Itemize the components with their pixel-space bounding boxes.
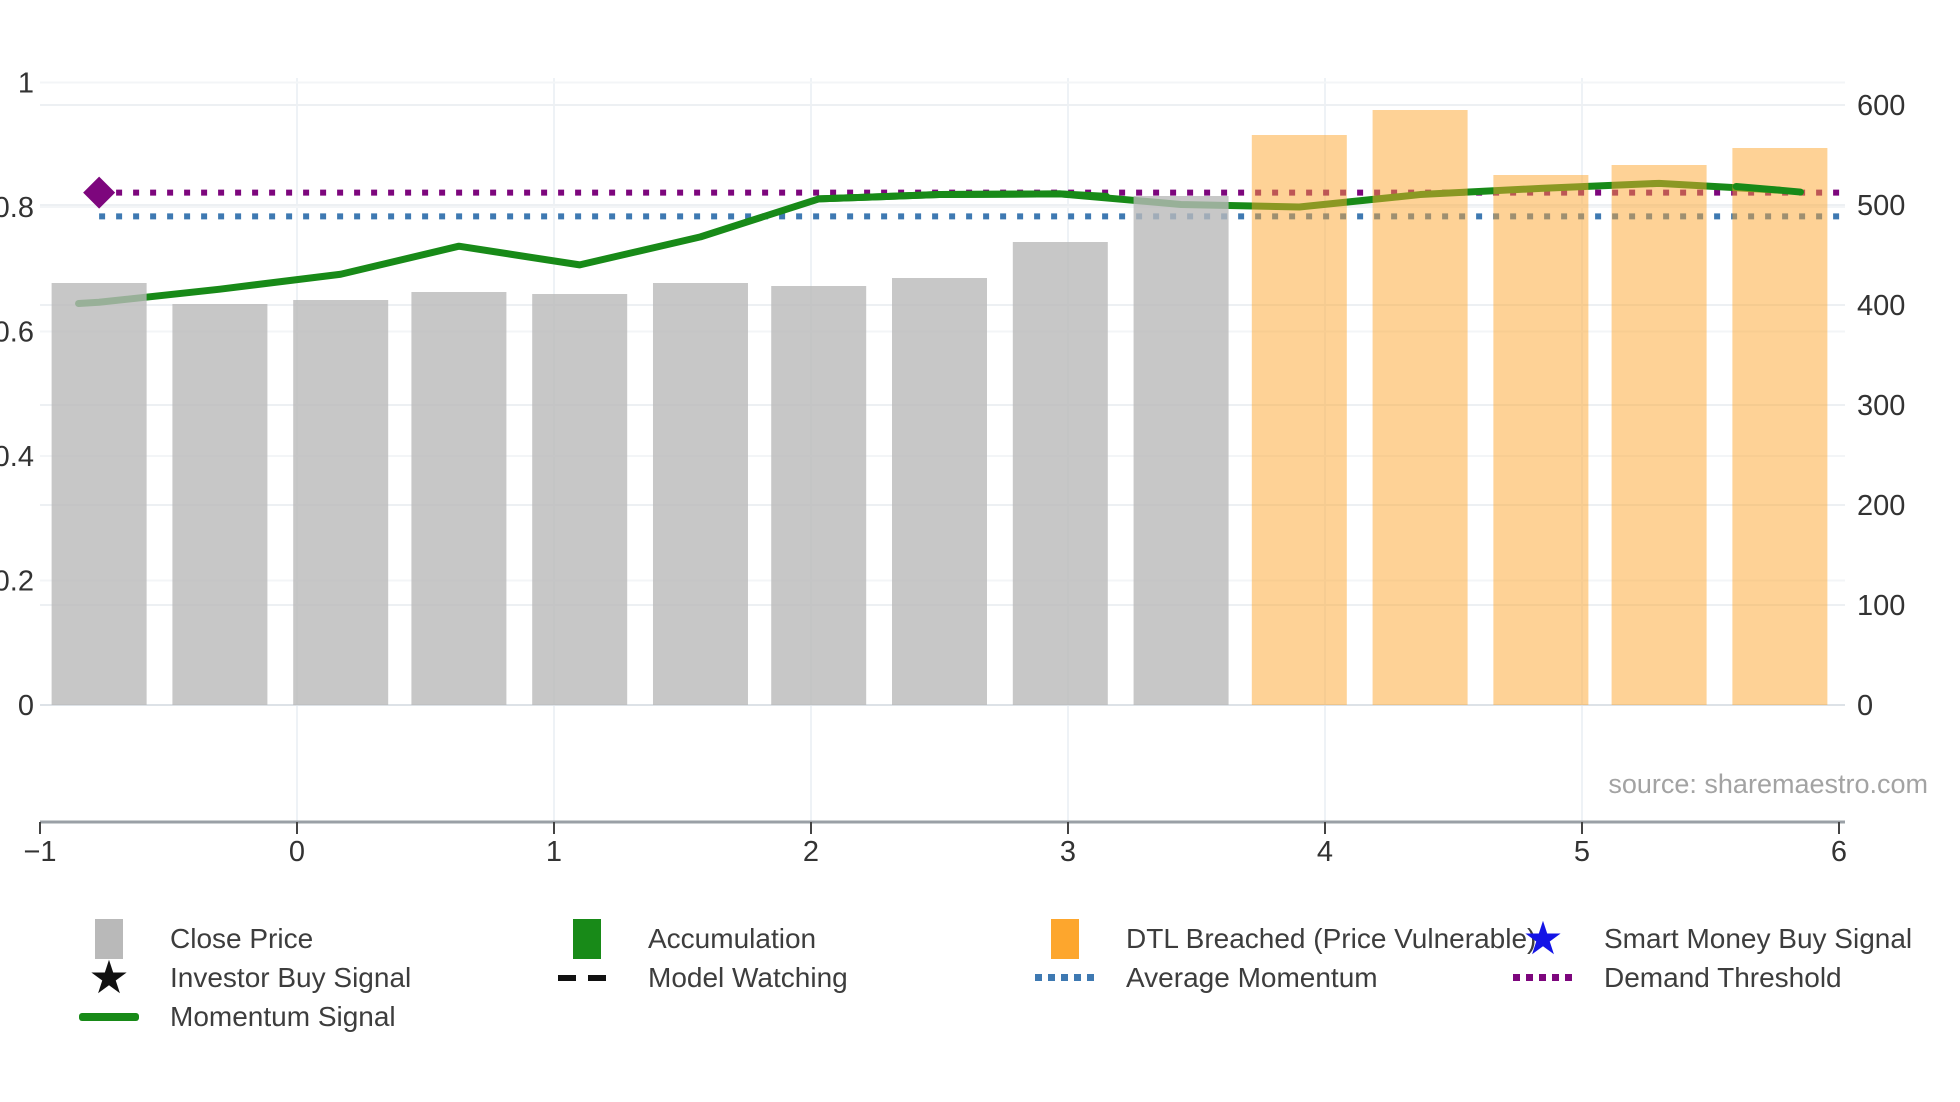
legend-label: Average Momentum [1126, 961, 1378, 993]
y-right-axis: 600 500 400 300 200 100 0 [1857, 90, 1905, 722]
legend-label: Close Price [170, 922, 314, 954]
y-right-tick-label: 600 [1857, 90, 1905, 122]
x-axis-tick-label: 5 [1574, 836, 1590, 868]
x-axis-tick-label: 3 [1060, 836, 1076, 868]
legend-label: Demand Threshold [1604, 961, 1842, 993]
legend-item-close-price[interactable]: Close Price [78, 918, 556, 959]
x-axis-tick-label: 4 [1317, 836, 1333, 868]
y-left-tick-label: 0.2 [0, 566, 34, 598]
legend-item-demand-threshold[interactable]: Demand Threshold [1512, 958, 1960, 997]
legend-item-average-momentum[interactable]: Average Momentum [1034, 958, 1512, 997]
y-right-tick-label: 100 [1857, 590, 1905, 622]
bar-close-price[interactable] [652, 283, 748, 705]
legend-label: Accumulation [648, 922, 817, 954]
y-left-axis: 1 0.8 0.6 0.4 0.2 0 [0, 68, 34, 723]
bar-close-price[interactable] [532, 294, 628, 705]
legend-item-investor-buy-signal[interactable]: ★ Investor Buy Signal [78, 951, 556, 1003]
y-left-tick-label: 0.4 [0, 441, 34, 473]
x-axis-tick-label: 2 [803, 836, 819, 868]
accumulation-segment [815, 190, 1111, 203]
x-axis-tick-label: 0 [289, 836, 305, 868]
y-left-tick-label: 0.6 [0, 317, 34, 349]
legend-item-accumulation[interactable]: Accumulation [556, 918, 1034, 959]
green-line-icon [78, 1012, 140, 1021]
legend-item-momentum-signal[interactable]: Momentum Signal [78, 997, 556, 1036]
close-price-swatch-icon [78, 918, 140, 959]
bar-close-price[interactable] [411, 292, 507, 705]
bar-dtl-breached[interactable] [1732, 148, 1828, 705]
legend-item-model-watching[interactable]: Model Watching [556, 958, 1034, 997]
purple-dotted-line-icon [1512, 974, 1574, 981]
legend-label: Investor Buy Signal [170, 961, 412, 993]
x-axis-tick-label: 1 [546, 836, 562, 868]
dtl-breached-swatch-icon [1034, 918, 1096, 959]
legend-label: Model Watching [648, 961, 848, 993]
y-right-tick-label: 0 [1857, 690, 1873, 722]
y-right-tick-label: 300 [1857, 390, 1905, 422]
x-axis-tick-label: 6 [1831, 836, 1847, 868]
bar-close-price[interactable] [51, 283, 147, 705]
black-star-icon: ★ [88, 951, 130, 1003]
accumulation-layer [815, 182, 1804, 203]
bar-close-price[interactable] [892, 278, 987, 705]
y-left-tick-label: 0 [18, 690, 34, 722]
bar-close-price[interactable] [1012, 242, 1108, 705]
y-right-tick-label: 400 [1857, 290, 1905, 322]
bar-close-price[interactable] [771, 286, 867, 705]
x-axis-tick-label: −1 [23, 836, 56, 868]
bar-close-price[interactable] [172, 304, 268, 705]
legend-item-smart-money-buy-signal[interactable]: ★ Smart Money Buy Signal [1512, 912, 1960, 964]
bar-dtl-breached[interactable] [1611, 165, 1707, 705]
blue-star-icon: ★ [1522, 912, 1564, 964]
y-left-tick-label: 1 [18, 68, 34, 100]
demand-threshold-diamond-marker [83, 176, 116, 209]
legend-label: DTL Breached (Price Vulnerable) [1126, 922, 1537, 954]
x-axis: −1 0 1 2 3 4 5 6 [23, 820, 1847, 868]
y-right-tick-label: 200 [1857, 490, 1905, 522]
blue-dotted-line-icon [1034, 974, 1096, 981]
bar-dtl-breached[interactable] [1493, 175, 1589, 705]
legend-label: Smart Money Buy Signal [1604, 922, 1913, 954]
bar-dtl-breached[interactable] [1372, 110, 1468, 705]
y-right-tick-label: 500 [1857, 190, 1905, 222]
dashed-line-icon [556, 974, 618, 981]
source-attribution: source: sharemaestro.com [1608, 769, 1928, 799]
bar-close-price[interactable] [293, 300, 389, 705]
bar-dtl-breached[interactable] [1251, 135, 1347, 705]
accumulation-segment [1732, 182, 1804, 196]
bar-close-price[interactable] [1133, 196, 1229, 705]
legend-label: Momentum Signal [170, 1000, 396, 1032]
legend-item-dtl-breached[interactable]: DTL Breached (Price Vulnerable) [1034, 918, 1536, 959]
bars-layer [51, 110, 1828, 705]
accumulation-swatch-icon [556, 918, 618, 959]
y-left-tick-label: 0.8 [0, 192, 34, 224]
chart-legend: Close Price Accumulation DTL Breached (P… [0, 912, 1960, 1036]
